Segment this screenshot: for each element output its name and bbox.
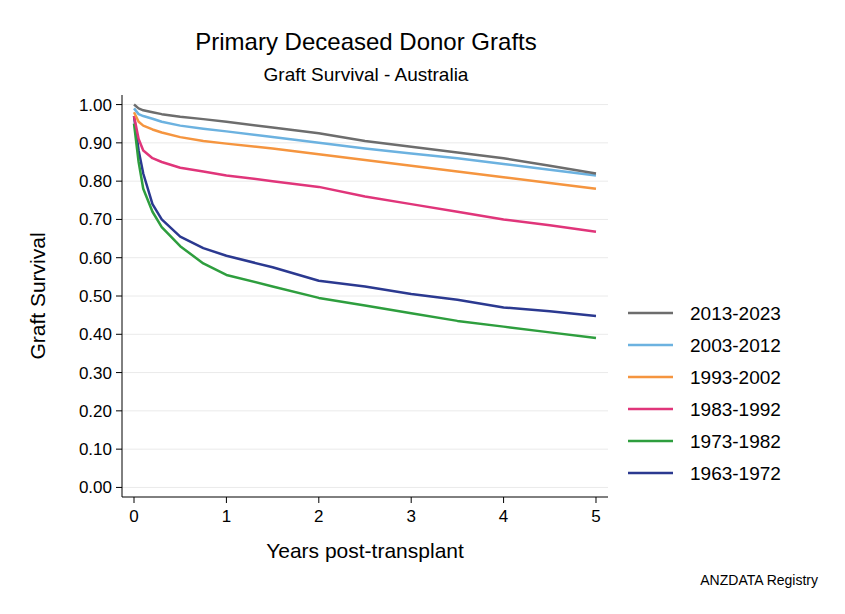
grid-line — [122, 487, 608, 488]
legend-label: 2013-2023 — [690, 303, 781, 324]
x-tick-label: 3 — [406, 507, 415, 526]
legend-label: 1983-1992 — [690, 399, 781, 420]
legend-swatch — [628, 312, 673, 315]
y-tick-label: 0.80 — [79, 172, 112, 191]
background — [0, 0, 845, 614]
legend-swatch — [628, 376, 673, 379]
x-tick — [318, 497, 319, 503]
x-tick — [226, 497, 227, 503]
y-tick — [116, 410, 122, 411]
plot-lines — [134, 105, 596, 339]
legend-label: 1993-2002 — [690, 367, 781, 388]
legend-swatch — [628, 344, 673, 347]
y-tick-label: 0.70 — [79, 210, 112, 229]
y-tick — [116, 487, 122, 488]
y-tick — [116, 181, 122, 182]
y-tick-label: 0.00 — [79, 478, 112, 497]
y-tick-label: 0.60 — [79, 249, 112, 268]
series-line — [134, 116, 596, 316]
y-tick — [116, 449, 122, 450]
y-tick — [116, 372, 122, 373]
grid-line — [122, 142, 608, 143]
chart: Primary Deceased Donor Grafts Graft Survi… — [0, 0, 845, 614]
legend-swatch — [628, 408, 673, 411]
y-tick-label: 0.10 — [79, 440, 112, 459]
y-tick — [116, 334, 122, 335]
y-tick — [116, 104, 122, 105]
x-axis-label: Years post-transplant — [266, 539, 464, 562]
x-tick — [595, 497, 596, 503]
y-tick-label: 0.40 — [79, 325, 112, 344]
y-tick-label: 0.90 — [79, 134, 112, 153]
y-tick — [116, 257, 122, 258]
y-tick — [116, 296, 122, 297]
x-tick-label: 4 — [499, 507, 508, 526]
grid-line — [122, 296, 608, 297]
legend-label: 2003-2012 — [690, 335, 781, 356]
legend-label: 1963-1972 — [690, 463, 781, 484]
y-axis-label: Graft Survival — [26, 232, 49, 359]
series-line — [134, 105, 596, 174]
title: Primary Deceased Donor Grafts — [195, 28, 536, 55]
x-tick-label: 0 — [129, 507, 138, 526]
grid-line — [122, 449, 608, 450]
legend-label: 1973-1982 — [690, 431, 781, 452]
grid-line — [122, 334, 608, 335]
y-tick-label: 0.20 — [79, 402, 112, 421]
grid-line — [122, 219, 608, 220]
series-line — [134, 116, 596, 232]
grid-line — [122, 104, 608, 105]
subtitle: Graft Survival - Australia — [264, 64, 469, 85]
y-tick-label: 0.30 — [79, 364, 112, 383]
y-tick — [116, 142, 122, 143]
x-tick — [503, 497, 504, 503]
grid-line — [122, 372, 608, 373]
y-axis — [122, 95, 123, 497]
x-tick-label: 2 — [314, 507, 323, 526]
x-tick — [134, 497, 135, 503]
source-note: ANZDATA Registry — [700, 572, 818, 588]
x-tick-label: 5 — [591, 507, 600, 526]
series-line — [134, 112, 596, 189]
y-tick-label: 1.00 — [79, 96, 112, 115]
legend-swatch — [628, 440, 673, 443]
grid-line — [122, 410, 608, 411]
x-axis — [122, 497, 608, 498]
y-tick-label: 0.50 — [79, 287, 112, 306]
x-tick — [411, 497, 412, 503]
legend-swatch — [628, 472, 673, 475]
x-tick-label: 1 — [222, 507, 231, 526]
series-line — [134, 124, 596, 338]
y-tick — [116, 219, 122, 220]
